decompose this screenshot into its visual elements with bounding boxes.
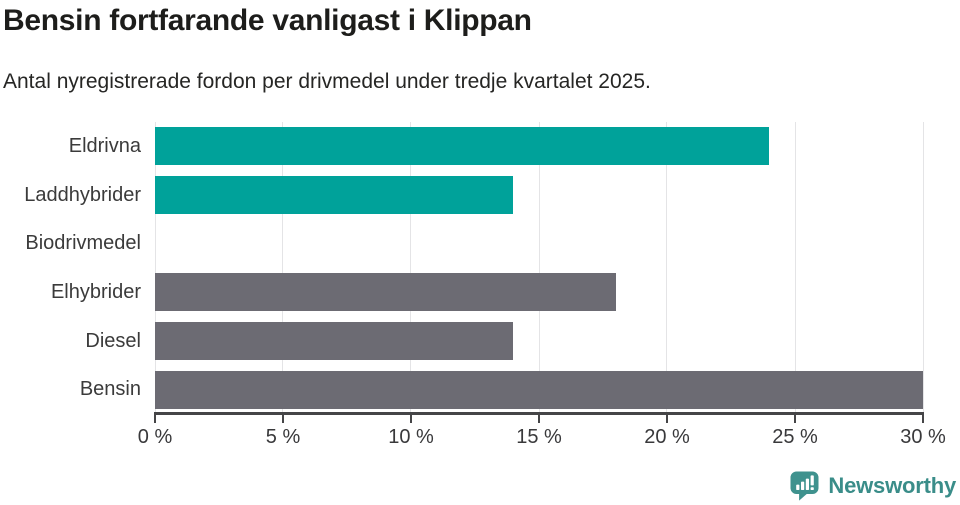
- bar-rows: [155, 122, 923, 414]
- category-label: Biodrivmedel: [25, 232, 141, 255]
- category-label: Diesel: [85, 329, 141, 352]
- bar-row: [155, 365, 923, 414]
- newsworthy-wordmark: Newsworthy: [828, 473, 956, 498]
- bar-row: [155, 268, 923, 317]
- bar: [155, 370, 923, 409]
- axis-tick-label: 30 %: [900, 426, 946, 448]
- newsworthy-logo[interactable]: Newsworthy: [790, 471, 956, 501]
- gridline: [410, 122, 412, 414]
- gridline: [154, 122, 156, 414]
- axis-tick: [154, 415, 156, 423]
- axis-tick: [282, 415, 284, 423]
- gridline: [538, 122, 540, 414]
- chart-subtitle: Antal nyregistrerade fordon per drivmede…: [3, 70, 651, 93]
- newsworthy-speech-bubble-chart-icon: [790, 471, 819, 501]
- category-label: Laddhybrider: [24, 183, 141, 206]
- x-axis-line: [154, 412, 924, 415]
- axis-tick-label: 0 %: [137, 426, 173, 448]
- gridline: [282, 122, 284, 414]
- axis-tick-label: 15 %: [516, 426, 562, 448]
- axis-tick: [666, 415, 668, 423]
- axis-tick-label: 10 %: [388, 426, 434, 448]
- bar: [155, 127, 770, 166]
- bar-row: [155, 219, 923, 268]
- bar-row: [155, 122, 923, 171]
- axis-tick: [794, 415, 796, 423]
- gridline: [922, 122, 924, 414]
- y-axis-category-labels: Eldrivna Laddhybrider Biodrivmedel Elhybrid…: [0, 122, 141, 414]
- bar: [155, 273, 616, 312]
- plot-area: [154, 122, 924, 414]
- category-label: Eldrivna: [68, 134, 141, 157]
- category-label: Elhybrider: [50, 280, 141, 303]
- axis-tick-label: 5 %: [265, 426, 301, 448]
- chart-title: Bensin fortfarande vanligast i Klippan: [3, 4, 532, 37]
- category-label: Bensin: [79, 378, 141, 401]
- axis-tick-label: 25 %: [772, 426, 818, 448]
- gridline: [794, 122, 796, 414]
- gridline: [666, 122, 668, 414]
- axis-tick-label: 20 %: [644, 426, 690, 448]
- axis-tick: [922, 415, 924, 423]
- bar: [155, 176, 514, 214]
- bar-row: [155, 171, 923, 220]
- axis-tick: [410, 415, 412, 423]
- axis-tick: [538, 415, 540, 423]
- bar: [155, 322, 514, 361]
- bar-row: [155, 317, 923, 366]
